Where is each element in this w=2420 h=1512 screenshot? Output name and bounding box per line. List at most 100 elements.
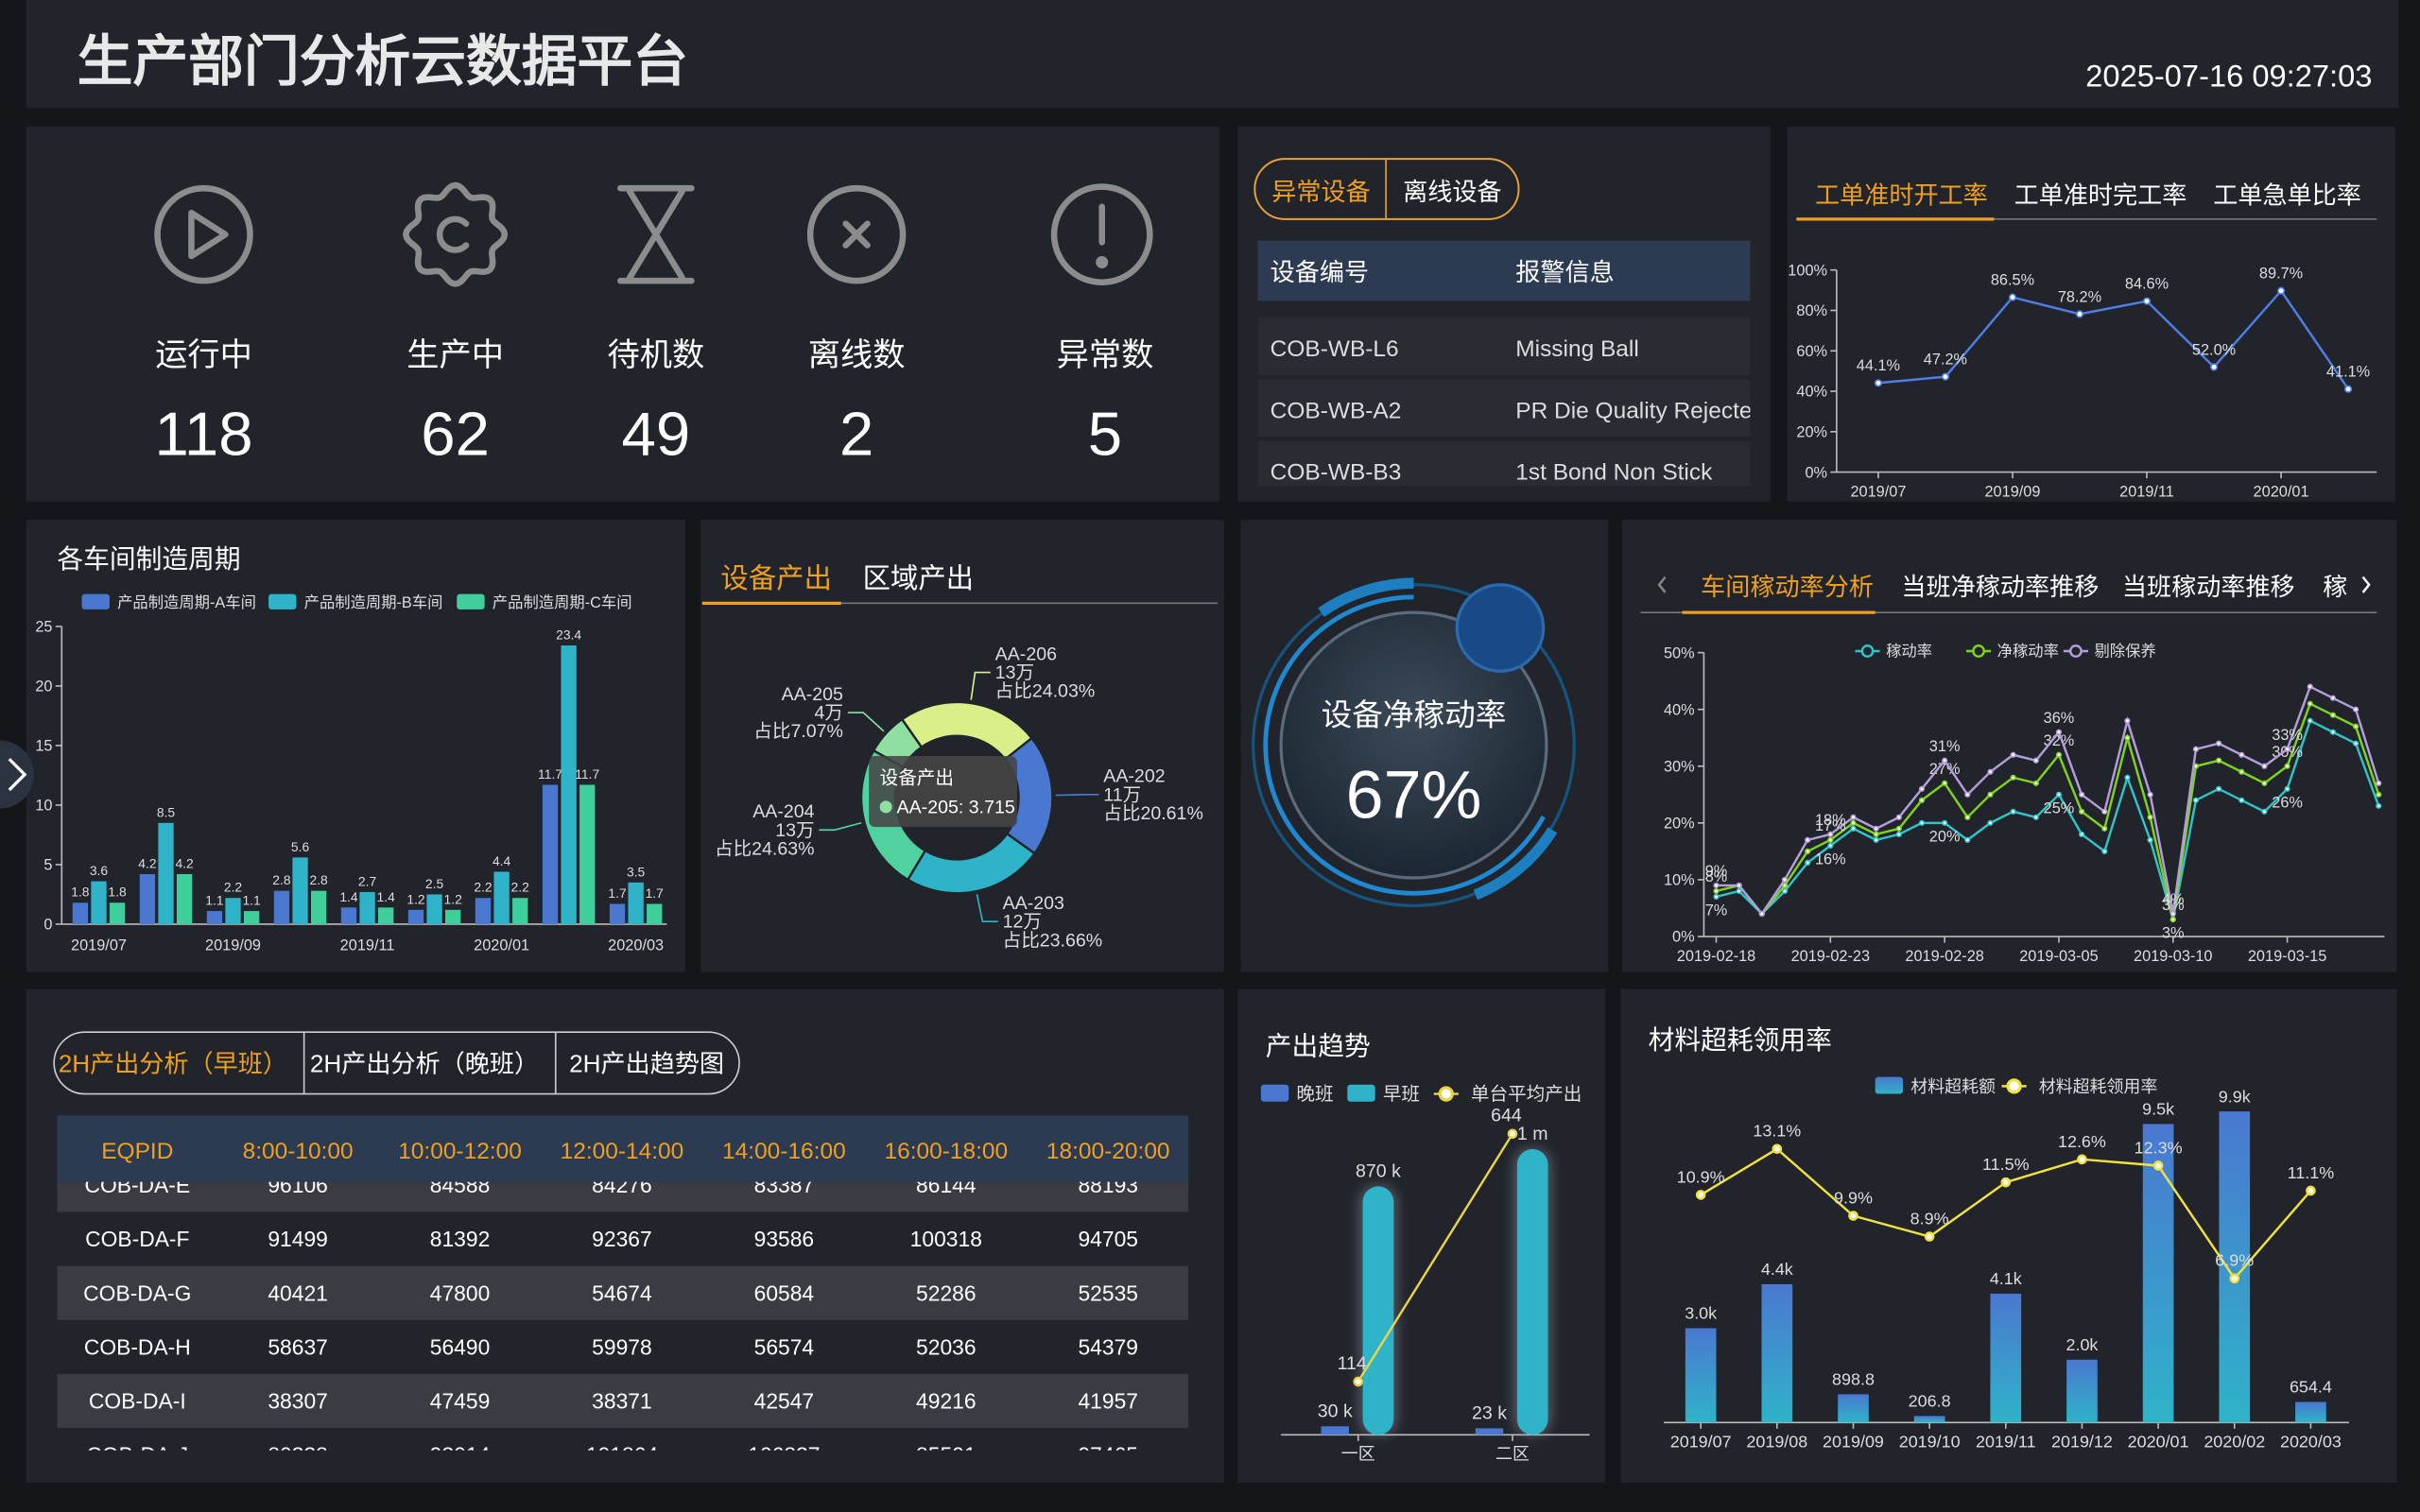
slice-label: AA-202 xyxy=(1103,766,1165,787)
chart-tab[interactable]: 当班稼动率推移 xyxy=(2122,573,2295,601)
point xyxy=(2124,774,2131,781)
value-label: 1.8 xyxy=(108,885,127,900)
gauge-decor xyxy=(1318,577,1414,617)
series-line xyxy=(1357,1133,1514,1383)
table-cell: 83387 xyxy=(754,1173,815,1197)
bar xyxy=(445,909,461,924)
table-tab[interactable]: 2H产出分析（晚班） xyxy=(310,1050,539,1078)
value-label: 4.2 xyxy=(138,855,157,870)
gauge-decor xyxy=(1473,827,1558,901)
x-tick-label: 2019/09 xyxy=(1823,1432,1884,1451)
table-cell: 92367 xyxy=(592,1227,652,1251)
point xyxy=(1987,819,1994,826)
bar xyxy=(176,874,193,924)
bar xyxy=(561,645,577,924)
value-label: 1.7 xyxy=(646,885,665,901)
table-tab[interactable]: 2H产出趋势图 xyxy=(569,1050,724,1078)
value-label: 2.7 xyxy=(358,873,377,888)
point xyxy=(2261,808,2268,815)
value-label: 1 m xyxy=(1517,1124,1548,1144)
table-cell: 52286 xyxy=(916,1280,977,1305)
chart-tab[interactable]: 稼 xyxy=(2323,573,2347,601)
leader-line xyxy=(819,821,862,832)
kpi-icons xyxy=(154,181,1153,287)
x-tick-label: 2019/08 xyxy=(1746,1432,1807,1451)
value-label: 654.4 xyxy=(2290,1378,2332,1397)
chart-tab[interactable]: 区域产出 xyxy=(863,563,975,594)
value-label: 33% xyxy=(2272,727,2303,744)
alarm-tab[interactable]: 异常设备 xyxy=(1271,178,1370,206)
point xyxy=(1772,1143,1783,1155)
point xyxy=(2329,712,2337,718)
point xyxy=(2169,910,2176,918)
alarm-tab[interactable]: 离线设备 xyxy=(1403,178,1501,206)
point xyxy=(1695,1190,1706,1200)
value-label: 20% xyxy=(1929,828,1961,845)
legend-label: 早班 xyxy=(1383,1084,1420,1105)
tab-next[interactable] xyxy=(2361,576,2371,593)
point xyxy=(2238,768,2245,775)
point xyxy=(1924,1231,1935,1242)
y-tick-label: 5 xyxy=(43,857,52,874)
table-cell: 86144 xyxy=(916,1173,977,1197)
point xyxy=(2147,791,2153,798)
side-toggle-arrow[interactable] xyxy=(8,758,27,792)
chart-tab[interactable]: 工单准时完工率 xyxy=(2014,181,2187,210)
bar xyxy=(1362,1186,1394,1435)
value-label: 23.4 xyxy=(556,627,581,642)
bar xyxy=(512,898,528,924)
value-label: 7% xyxy=(1705,902,1728,919)
point xyxy=(1713,882,1720,889)
point xyxy=(2152,1160,2164,1171)
point xyxy=(2284,746,2290,752)
point xyxy=(1874,379,1883,387)
bar xyxy=(292,857,308,924)
value-label: 23 k xyxy=(1472,1403,1507,1424)
value-label: 1.4 xyxy=(377,889,396,904)
tab-prev[interactable] xyxy=(1657,576,1667,593)
x-tick-label: 2019/09 xyxy=(205,937,261,954)
chart-tab[interactable]: 设备产出 xyxy=(720,563,832,594)
point xyxy=(2192,797,2200,803)
chart-tab[interactable]: 车间稼动率分析 xyxy=(1701,573,1874,601)
slice-share: 占比23.66% xyxy=(1003,930,1103,951)
value-label: 84.6% xyxy=(2125,276,2169,293)
chart-tab[interactable]: 当班净稼动率推移 xyxy=(1901,573,2099,601)
value-label: 2.8 xyxy=(310,872,329,887)
table-tab[interactable]: 2H产出分析（早班） xyxy=(59,1050,287,1078)
chart-tab[interactable]: 工单急单比率 xyxy=(2213,181,2361,210)
alarm-row xyxy=(1257,440,1751,487)
value-label: 16% xyxy=(1815,850,1846,868)
gauge-progress xyxy=(1263,594,1547,896)
alarm-header xyxy=(1257,240,1751,301)
point xyxy=(1873,831,1879,837)
side-toggle[interactable] xyxy=(0,740,34,809)
point xyxy=(2055,751,2063,758)
value-label: 3.6 xyxy=(90,863,109,878)
point xyxy=(1781,887,1789,895)
icon-running-play xyxy=(188,210,229,260)
point xyxy=(1781,876,1789,884)
gauge-bubble xyxy=(1455,583,1546,673)
legend-swatch xyxy=(1260,1084,1289,1102)
point xyxy=(1848,1211,1858,1221)
table-cell: COB-DA-F xyxy=(85,1227,189,1251)
value-label: 4.4 xyxy=(493,853,511,868)
bar xyxy=(426,894,442,924)
table-cell: 59978 xyxy=(592,1334,652,1359)
point xyxy=(2209,363,2219,371)
value-label: 18% xyxy=(1815,812,1846,829)
icon-offline-x xyxy=(842,220,871,249)
point xyxy=(1873,825,1879,832)
value-label: 8% xyxy=(1705,868,1728,885)
x-tick-label: 2019/09 xyxy=(1984,484,2040,501)
point xyxy=(2329,695,2337,701)
point xyxy=(1850,825,1857,832)
x-tick-label: 二区 xyxy=(1495,1444,1530,1463)
value-label: 3% xyxy=(2162,925,2185,942)
ontime-panel xyxy=(1787,126,2395,502)
legend-label: 材料超耗额 xyxy=(1910,1077,1996,1096)
value-label: 78.2% xyxy=(2058,288,2101,305)
x-tick-label: 2019-03-10 xyxy=(2134,948,2212,965)
chart-tab[interactable]: 工单准时开工率 xyxy=(1815,181,1988,210)
